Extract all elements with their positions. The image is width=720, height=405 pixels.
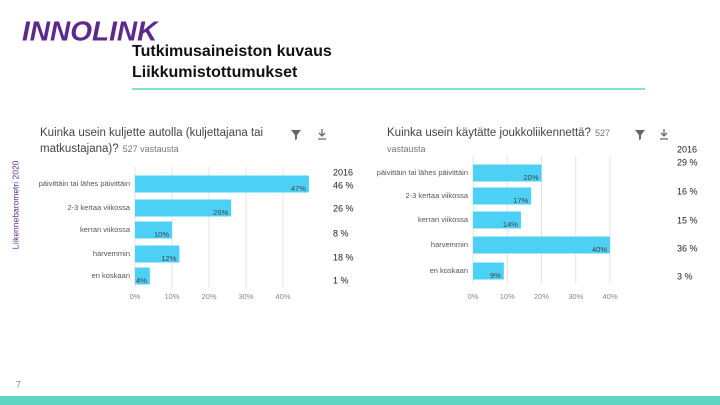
annotation: 46 % <box>333 180 354 190</box>
value-label: 26% <box>213 208 228 217</box>
x-tick-label: 20% <box>534 292 549 301</box>
chart-title-text: Kuinka usein käytätte joukkoliikennettä? <box>387 127 591 139</box>
bar <box>473 211 521 229</box>
slide-title: Tutkimusaineiston kuvaus <box>132 43 332 60</box>
chart-subtitle: 527 vastausta <box>387 128 610 154</box>
chart-title-text: Kuinka usein kuljette autolla (kuljettaj… <box>40 127 264 155</box>
value-label: 9% <box>490 271 501 280</box>
category-label: en koskaan <box>92 271 130 280</box>
bar <box>473 262 504 280</box>
value-label: 12% <box>161 254 176 263</box>
bar <box>473 236 610 254</box>
annotation: 29 % <box>677 157 698 167</box>
filter-icon <box>291 130 301 140</box>
value-label: 10% <box>154 230 169 239</box>
side-label: Liikennebarometri 2020 <box>10 160 20 249</box>
value-label: 40% <box>592 245 607 254</box>
x-tick-label: 40% <box>275 292 290 301</box>
slide-title: Liikkumistottumukset <box>132 64 298 81</box>
annotation: 36 % <box>677 243 698 253</box>
x-tick-label: 30% <box>568 292 583 301</box>
category-label: harvemmin <box>431 240 468 249</box>
category-label: päivittäin tai lähes päivittäin <box>377 168 468 177</box>
category-label: harvemmin <box>93 249 130 258</box>
value-label: 20% <box>523 173 538 182</box>
bar <box>473 187 532 205</box>
annotation: 15 % <box>677 215 698 225</box>
bar <box>135 245 180 263</box>
value-label: 4% <box>136 276 147 285</box>
value-label: 17% <box>513 196 528 205</box>
footer-bar <box>0 396 720 405</box>
x-tick-label: 10% <box>500 292 515 301</box>
x-tick-label: 0% <box>468 292 479 301</box>
category-label: päivittäin tai lähes päivittäin <box>39 179 130 188</box>
bar <box>135 199 232 217</box>
x-tick-label: 0% <box>130 292 141 301</box>
value-label: 14% <box>503 220 518 229</box>
annotation: 26 % <box>333 203 354 213</box>
annotation: 1 % <box>333 275 349 285</box>
annotation: 2016 <box>677 144 697 154</box>
annotation: 8 % <box>333 228 349 238</box>
annotation: 3 % <box>677 271 693 281</box>
category-label: kerran viikossa <box>80 225 131 234</box>
chart-subtitle: 527 vastausta <box>122 144 179 154</box>
download-icon <box>660 129 668 140</box>
page-number: 7 <box>16 379 21 389</box>
filter-icon <box>635 130 645 140</box>
x-tick-label: 20% <box>201 292 216 301</box>
annotation: 2016 <box>333 167 353 177</box>
category-label: en koskaan <box>430 266 468 275</box>
logo: INNOLINK <box>22 15 159 46</box>
category-label: 2-3 kertaa viikossa <box>67 203 130 212</box>
bar <box>473 164 542 182</box>
x-tick-label: 40% <box>602 292 617 301</box>
bar <box>135 267 150 285</box>
chart-title: Kuinka usein käytätte joukkoliikennettä?… <box>387 125 647 157</box>
bar <box>135 175 309 193</box>
download-icon <box>318 129 326 140</box>
x-tick-label: 10% <box>164 292 179 301</box>
chart-panel <box>375 118 670 308</box>
annotation: 18 % <box>333 252 354 262</box>
value-label: 47% <box>291 184 306 193</box>
x-tick-label: 30% <box>238 292 253 301</box>
category-label: 2-3 kertaa viikossa <box>405 191 468 200</box>
annotation: 16 % <box>677 186 698 196</box>
category-label: kerran viikossa <box>418 215 469 224</box>
chart-title: Kuinka usein kuljette autolla (kuljettaj… <box>40 125 275 157</box>
bar <box>135 221 172 239</box>
